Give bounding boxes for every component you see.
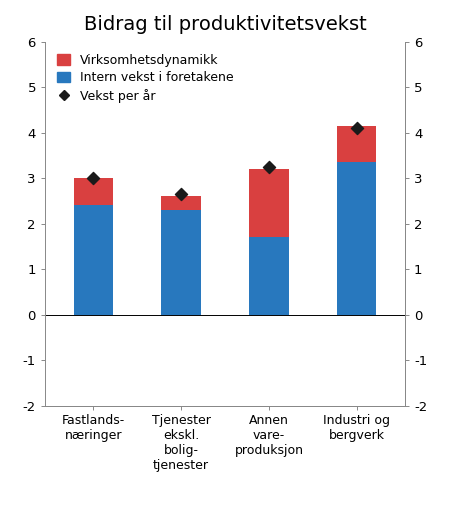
Bar (337, 126, 377, 162)
Bar (337, 162, 377, 315)
Point (266, 163, 273, 171)
Bar (73, 178, 113, 205)
Point (353, 124, 360, 132)
Bar (162, 210, 201, 315)
Bar (162, 196, 201, 210)
Bar (249, 169, 288, 237)
Legend: Virksomhetsdynamikk, Intern vekst i foretakene, Vekst per år: Virksomhetsdynamikk, Intern vekst i fore… (55, 51, 236, 105)
Bar (73, 205, 113, 315)
Point (90, 174, 97, 182)
Title: Bidrag til produktivitetsvekst: Bidrag til produktivitetsvekst (84, 16, 366, 34)
Bar (249, 237, 288, 315)
Point (177, 190, 184, 198)
